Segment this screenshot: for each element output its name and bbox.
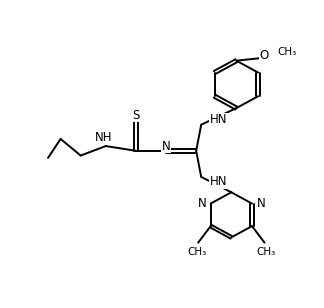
Text: NH: NH (95, 131, 112, 144)
Text: HN: HN (210, 113, 227, 127)
Text: HN: HN (210, 175, 227, 188)
Text: CH₃: CH₃ (278, 47, 297, 57)
Text: CH₃: CH₃ (187, 247, 206, 257)
Text: S: S (132, 109, 140, 122)
Text: N: N (162, 140, 170, 152)
Text: CH₃: CH₃ (256, 247, 275, 257)
Text: O: O (259, 49, 269, 63)
Text: N: N (198, 197, 206, 210)
Text: N: N (256, 197, 265, 210)
